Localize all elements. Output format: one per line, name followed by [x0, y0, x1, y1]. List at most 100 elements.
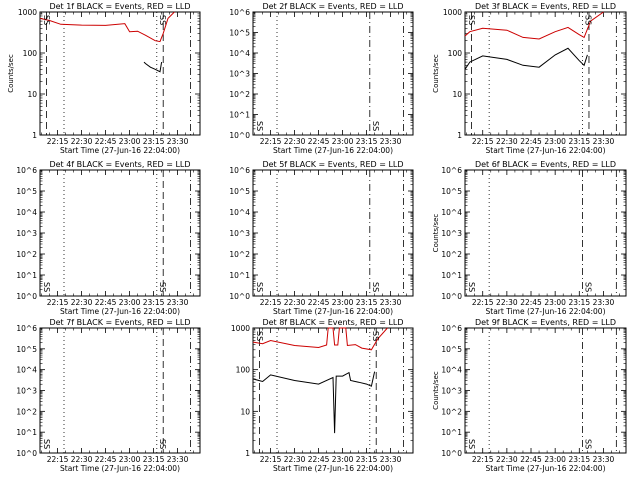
y-tick-label: 10^4	[229, 49, 250, 58]
x-tick-label: 22:15	[47, 298, 69, 307]
ss-annotation: SS	[255, 121, 264, 131]
y-tick-label: 10^4	[441, 208, 462, 217]
panel-title: Det 6f BLACK = Events, RED = LLD	[475, 160, 616, 169]
x-tick-label: 22:15	[260, 455, 282, 464]
detector-panel-1: Det 1f BLACK = Events, RED = LLD 1 10 100 10…	[7, 2, 201, 155]
x-axis-label: Start Time (27-Jun-16 22:04:00)	[60, 464, 180, 473]
plot-frame	[464, 11, 627, 136]
ss-annotation: SS	[584, 282, 593, 292]
x-axis-label: Start Time (27-Jun-16 22:04:00)	[60, 307, 180, 316]
x-tick-label: 23:30	[380, 455, 402, 464]
x-tick-label: 23:30	[593, 455, 615, 464]
x-tick-label: 22:45	[95, 455, 117, 464]
x-axis-label: Start Time (27-Jun-16 22:04:00)	[60, 146, 180, 155]
x-tick-label: 22:45	[95, 137, 117, 146]
detector-panel-8: Det 8f BLACK = Events, RED = LLD 1 10 100 10…	[231, 318, 414, 473]
x-tick-label: 23:00	[119, 298, 141, 307]
series-line-2	[143, 61, 163, 73]
y-tick-label: 10^6	[16, 166, 37, 175]
x-tick-label: 23:15	[568, 455, 590, 464]
x-tick-label: 22:45	[520, 455, 542, 464]
ss-annotation: SS	[371, 121, 380, 131]
x-tick-label: 23:15	[568, 137, 590, 146]
y-tick-label: 10^6	[16, 324, 37, 333]
x-tick-label: 22:45	[308, 137, 330, 146]
x-tick-label: 22:15	[472, 455, 494, 464]
x-tick-label: 23:00	[544, 298, 566, 307]
x-tick-label: 23:00	[544, 137, 566, 146]
y-tick-label: 10^2	[16, 407, 37, 416]
x-tick-label: 23:15	[356, 137, 378, 146]
y-tick-label: 10^5	[229, 187, 250, 196]
ss-annotation: SS	[371, 331, 380, 341]
y-tick-label: 10^3	[16, 387, 37, 396]
y-axis-label: Counts/sec	[432, 214, 440, 253]
series-line-1	[39, 11, 175, 43]
x-tick-label: 22:30	[284, 137, 306, 146]
x-tick-label: 23:00	[332, 298, 354, 307]
x-tick-label: 22:15	[260, 137, 282, 146]
x-tick-label: 23:30	[593, 298, 615, 307]
panel-title: Det 8f BLACK = Events, RED = LLD	[262, 318, 403, 327]
x-tick-label: 23:30	[593, 137, 615, 146]
x-axis-label: Start Time (27-Jun-16 22:04:00)	[486, 146, 606, 155]
y-tick-label: 10^3	[229, 70, 250, 79]
y-tick-label: 10^4	[16, 208, 37, 217]
plot-frame	[39, 327, 201, 454]
x-tick-label: 23:00	[332, 455, 354, 464]
y-tick-label: 10^6	[229, 166, 250, 175]
x-tick-label: 23:30	[167, 455, 189, 464]
ss-annotation: SS	[467, 439, 476, 449]
x-tick-label: 22:30	[284, 298, 306, 307]
x-tick-label: 22:15	[260, 298, 282, 307]
y-tick-label: 10^1	[229, 111, 250, 120]
y-tick-label: 10^4	[229, 208, 250, 217]
series-line-2	[252, 371, 376, 434]
y-tick-label: 100	[448, 49, 463, 58]
panel-title: Det 3f BLACK = Events, RED = LLD	[475, 2, 616, 11]
x-axis-label: Start Time (27-Jun-16 22:04:00)	[273, 307, 393, 316]
x-axis-label: Start Time (27-Jun-16 22:04:00)	[486, 307, 606, 316]
y-tick-label: 10^3	[441, 387, 462, 396]
panel-title: Det 4f BLACK = Events, RED = LLD	[49, 160, 190, 169]
y-tick-label: 10^5	[441, 187, 462, 196]
panel-title: Det 5f BLACK = Events, RED = LLD	[262, 160, 403, 169]
ss-annotation: SS	[42, 439, 51, 449]
y-tick-label: 10^0	[16, 292, 37, 301]
y-tick-label: 1000	[18, 8, 37, 17]
series-line-2	[464, 47, 588, 70]
series-line-1	[464, 11, 604, 40]
detector-panel-5: Det 5f BLACK = Events, RED = LLD 10^0 10^1…	[229, 160, 414, 316]
y-tick-label: 10^5	[229, 29, 250, 38]
ss-annotation: SS	[42, 282, 51, 292]
x-tick-label: 22:45	[308, 455, 330, 464]
x-tick-label: 22:15	[472, 137, 494, 146]
y-tick-label: 10^3	[16, 229, 37, 238]
y-tick-label: 10^5	[16, 187, 37, 196]
plot-frame	[252, 169, 414, 297]
x-tick-label: 22:30	[496, 137, 518, 146]
detector-panel-7: Det 7f BLACK = Events, RED = LLD 10^0 10^1…	[16, 318, 201, 473]
x-tick-label: 23:15	[568, 298, 590, 307]
y-tick-label: 1	[32, 131, 37, 140]
y-tick-label: 10^2	[229, 250, 250, 259]
y-tick-label: 10^2	[441, 250, 462, 259]
y-tick-label: 10^5	[441, 345, 462, 354]
x-axis-label: Start Time (27-Jun-16 22:04:00)	[486, 464, 606, 473]
x-axis-label: Start Time (27-Jun-16 22:04:00)	[273, 464, 393, 473]
x-tick-label: 23:15	[356, 455, 378, 464]
x-tick-label: 22:30	[496, 455, 518, 464]
detector-panel-6: Det 6f BLACK = Events, RED = LLD 10^0 10^1…	[432, 160, 627, 316]
x-tick-label: 23:30	[167, 298, 189, 307]
plot-frame	[464, 327, 627, 454]
y-tick-label: 1000	[231, 324, 250, 333]
plot-frame	[39, 11, 201, 136]
x-tick-label: 22:15	[472, 298, 494, 307]
y-tick-label: 10^2	[229, 90, 250, 99]
panel-title: Det 9f BLACK = Events, RED = LLD	[475, 318, 616, 327]
x-tick-label: 22:30	[71, 137, 93, 146]
ss-annotation: SS	[158, 15, 167, 25]
plot-frame	[464, 169, 627, 297]
y-tick-label: 1000	[443, 8, 462, 17]
